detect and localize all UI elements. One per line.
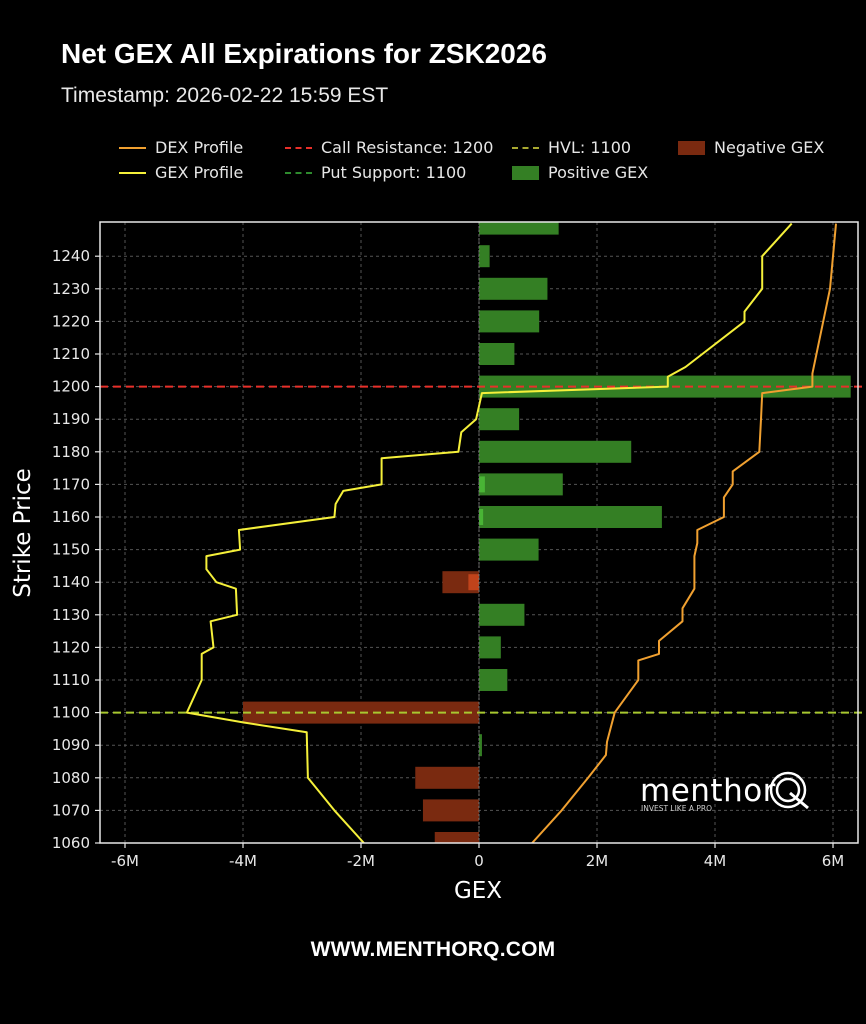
legend-positive-gex: Positive GEX: [512, 163, 648, 182]
legend-dex-profile: DEX Profile: [119, 138, 243, 157]
watermark-brand: menthor: [640, 773, 776, 809]
legend-gex-profile: GEX Profile: [119, 163, 243, 182]
legend-label: GEX Profile: [155, 163, 244, 182]
y-tick-label: 1170: [52, 475, 90, 493]
chart-legend: DEX Profile GEX Profile Call Resistance:…: [115, 138, 855, 190]
positive-gex-bar: [479, 636, 501, 659]
negative-gex-bar: [422, 799, 479, 822]
x-tick-label: -6M: [111, 852, 139, 870]
y-axis-label: Strike Price: [10, 468, 36, 598]
positive-gex-bar: [479, 473, 563, 496]
legend-label: HVL: 1100: [548, 138, 632, 157]
negative-gex-bar: [415, 766, 479, 789]
positive-gex-bar: [479, 669, 508, 691]
y-tick-label: 1150: [52, 541, 90, 559]
x-tick-label: 4M: [704, 852, 727, 870]
legend-dash-swatch: [512, 146, 539, 149]
legend-label: Put Support: 1100: [321, 163, 467, 182]
q-logo-icon: [769, 771, 809, 810]
y-tick-label: 1210: [52, 345, 90, 363]
legend-dash-swatch: [285, 146, 312, 149]
positive-gex-bar: [479, 506, 662, 528]
legend-dash-swatch: [285, 171, 312, 174]
positive-gex-bar: [479, 343, 515, 365]
negative-gex-bar: [434, 832, 479, 843]
website-footer: WWW.MENTHORQ.COM: [310, 938, 556, 961]
legend-line-swatch: [119, 171, 146, 174]
legend-label: Negative GEX: [714, 138, 825, 157]
x-axis-label: GEX: [454, 878, 502, 904]
legend-label: DEX Profile: [155, 138, 244, 157]
x-tick-label: -2M: [347, 852, 375, 870]
y-tick-label: 1230: [52, 280, 90, 298]
secondary-gex-bar: [479, 476, 485, 493]
legend-hvl: HVL: 1100: [512, 138, 631, 157]
secondary-gex-bar: [479, 509, 484, 525]
y-tick-label: 1220: [52, 312, 90, 330]
positive-gex-bar: [479, 245, 490, 268]
positive-gex-bar: [479, 310, 540, 333]
legend-patch-swatch: [678, 140, 705, 155]
chart-timestamp: Timestamp: 2026-02-22 15:59 EST: [61, 84, 389, 107]
y-tick-label: 1080: [52, 769, 90, 787]
menthorq-watermark: menthor INVEST LIKE A PRO: [640, 771, 809, 813]
y-tick-label: 1160: [52, 508, 90, 526]
positive-gex-bar: [479, 603, 525, 626]
x-tick-label: 6M: [822, 852, 845, 870]
positive-gex-bar: [479, 734, 482, 757]
y-tick-label: 1200: [52, 378, 90, 396]
axes: 1060 1070 1080 1090 1100 1110 1120 1130 1140 1150…: [52, 247, 844, 870]
positive-gex-bar: [479, 538, 539, 561]
positive-gex-bar: [479, 408, 520, 431]
gex-profile-line: [185, 222, 793, 843]
legend-line-swatch: [119, 146, 146, 149]
y-tick-label: 1110: [52, 671, 90, 689]
y-tick-label: 1060: [52, 834, 90, 852]
y-tick-label: 1180: [52, 443, 90, 461]
y-tick-label: 1190: [52, 410, 90, 428]
gex-bars: [243, 222, 851, 843]
y-tick-label: 1130: [52, 606, 90, 624]
secondary-gex-bar: [468, 574, 479, 591]
dex-profile-line: [531, 223, 837, 843]
positive-gex-bar: [479, 440, 632, 463]
legend-negative-gex: Negative GEX: [678, 138, 824, 157]
x-tick-label: 0: [474, 852, 484, 870]
chart-title: Net GEX All Expirations for ZSK2026: [61, 38, 547, 69]
x-tick-label: -4M: [229, 852, 257, 870]
legend-label: Call Resistance: 1200: [321, 138, 494, 157]
x-tick-label: 2M: [586, 852, 609, 870]
legend-call-resistance: Call Resistance: 1200: [285, 138, 493, 157]
y-tick-label: 1140: [52, 573, 90, 591]
y-tick-label: 1070: [52, 801, 90, 819]
positive-gex-bar: [479, 277, 548, 300]
positive-gex-bar: [479, 222, 559, 235]
y-tick-label: 1240: [52, 247, 90, 265]
profile-lines: [185, 222, 837, 843]
legend-put-support: Put Support: 1100: [285, 163, 466, 182]
legend-patch-swatch: [512, 165, 539, 180]
y-tick-label: 1120: [52, 638, 90, 656]
y-tick-label: 1090: [52, 736, 90, 754]
legend-label: Positive GEX: [548, 163, 649, 182]
y-tick-label: 1100: [52, 704, 90, 722]
watermark-tagline: INVEST LIKE A PRO: [641, 804, 712, 813]
reference-lines: [100, 385, 866, 714]
